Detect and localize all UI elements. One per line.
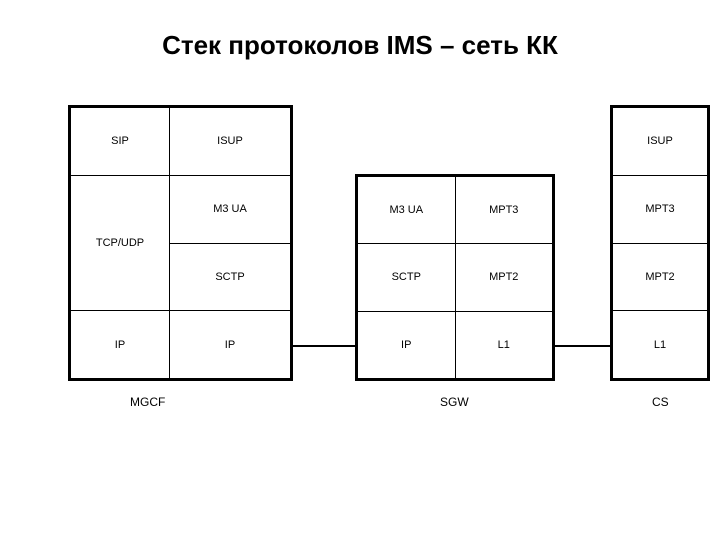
diagram-title: Стек протоколов IMS – сеть КК — [0, 30, 720, 61]
cs-cell-mpt3: MPT3 — [613, 175, 708, 243]
sgw-cell-l1: L1 — [455, 311, 553, 378]
mgcf-cell-tcpudp: TCP/UDP — [71, 175, 170, 311]
mgcf-cell-isup: ISUP — [170, 108, 291, 176]
sgw-cell-mpt3: MPT3 — [455, 177, 553, 244]
sgw-cell-ip: IP — [358, 311, 456, 378]
mgcf-cell-sip: SIP — [71, 108, 170, 176]
mgcf-cell-ip-right: IP — [170, 311, 291, 379]
label-cs: CS — [652, 395, 669, 409]
connector-mgcf-sgw — [293, 345, 355, 347]
sgw-cell-sctp: SCTP — [358, 244, 456, 311]
label-mgcf: MGCF — [130, 395, 165, 409]
mgcf-cell-ip-left: IP — [71, 311, 170, 379]
cs-cell-l1: L1 — [613, 311, 708, 379]
sgw-cell-m3ua: M3 UA — [358, 177, 456, 244]
mgcf-cell-sctp: SCTP — [170, 243, 291, 311]
stack-cs: ISUP MPT3 MPT2 L1 — [610, 105, 710, 381]
stack-mgcf: SIP ISUP TCP/UDP M3 UA SCTP IP IP — [68, 105, 293, 381]
sgw-cell-mpt2: MPT2 — [455, 244, 553, 311]
stack-sgw: M3 UA MPT3 SCTP MPT2 IP L1 — [355, 174, 555, 381]
label-sgw: SGW — [440, 395, 469, 409]
connector-sgw-cs — [555, 345, 610, 347]
cs-cell-mpt2: MPT2 — [613, 243, 708, 311]
cs-cell-isup: ISUP — [613, 108, 708, 176]
mgcf-cell-m3ua: M3 UA — [170, 175, 291, 243]
